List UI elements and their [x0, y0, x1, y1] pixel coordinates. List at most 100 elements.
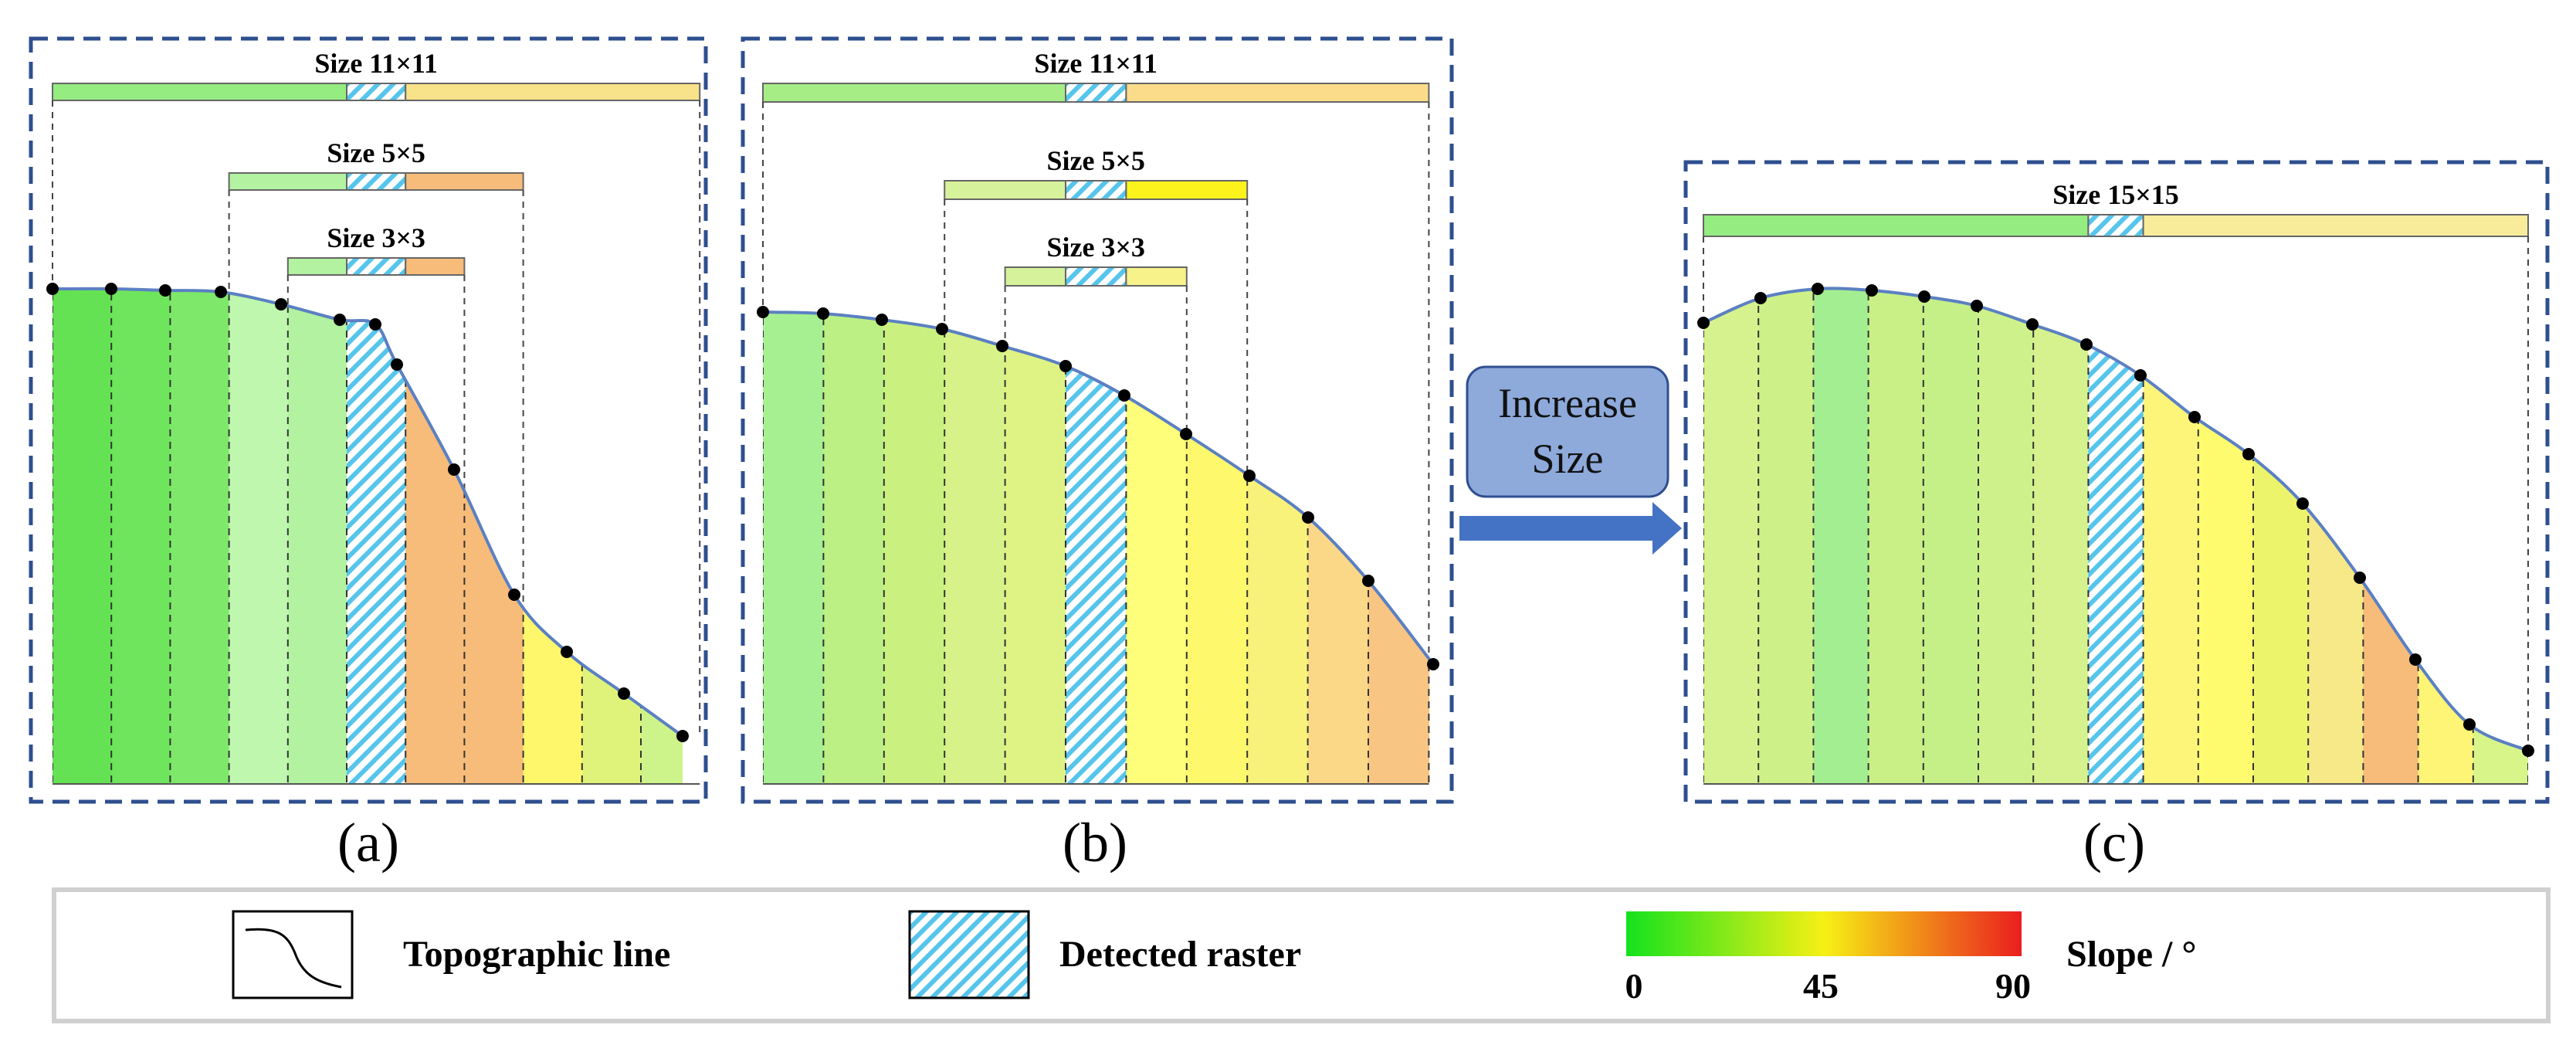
- curve-point: [1866, 284, 1878, 297]
- window-center-cell: [1065, 83, 1127, 103]
- window-bar: Size 11×11: [762, 48, 1430, 659]
- curve-point: [676, 730, 689, 742]
- curve-point: [448, 463, 460, 476]
- increase-size-button: Increase Size: [1466, 365, 1669, 498]
- curve-point: [334, 314, 346, 326]
- slope-column: [53, 288, 112, 784]
- window-right-segment: [2142, 214, 2530, 237]
- panel-frame: [1683, 160, 2550, 804]
- window-center-cell: [1065, 180, 1127, 200]
- window-left-segment: [1004, 266, 1066, 287]
- curve-point: [2188, 411, 2201, 423]
- curve-point: [936, 323, 948, 335]
- terrain-columns: [763, 312, 1429, 784]
- detected-raster-swatch: [908, 910, 1030, 999]
- button-line-2: Size: [1532, 436, 1604, 482]
- topographic-line-label: Topographic line: [403, 934, 670, 975]
- curve-point: [2296, 497, 2309, 510]
- curve-point: [1427, 658, 1439, 670]
- slope-column: [883, 312, 945, 784]
- curve-point: [2463, 718, 2476, 731]
- curve-point: [2522, 745, 2534, 757]
- curve-point: [561, 646, 573, 658]
- curve-point: [275, 298, 287, 310]
- slope-column: [287, 288, 347, 784]
- slope-column: [2308, 288, 2364, 784]
- slope-column: [405, 288, 465, 784]
- curve-point: [1971, 300, 1983, 312]
- slope-column: [1868, 288, 1924, 784]
- slope-column: [1813, 288, 1869, 784]
- slope-column: [1368, 312, 1429, 784]
- slope-column: [170, 288, 230, 784]
- slope-column: [1703, 288, 1759, 784]
- window-bar: Size 15×15: [1703, 179, 2530, 751]
- panel-caption: (b): [1063, 812, 1127, 874]
- topographic-line-swatch: [232, 910, 354, 999]
- curve-point: [996, 340, 1008, 352]
- curve-point: [2026, 318, 2039, 331]
- right-arrow-icon: [1459, 502, 1682, 555]
- slope-column: [944, 312, 1006, 784]
- window-bar: Size 11×11: [52, 48, 701, 736]
- curve-point: [1243, 470, 1256, 482]
- curve-point: [1754, 292, 1767, 304]
- curve-point: [215, 286, 227, 298]
- topographic-line-icon: [245, 928, 342, 989]
- window-bar: Size 5×5: [228, 137, 524, 605]
- slope-column: [1978, 288, 2034, 784]
- window-center-cell: [346, 257, 407, 276]
- slope-label: Slope / °: [2066, 934, 2197, 975]
- slope-column: [523, 288, 583, 784]
- panel-frame: [741, 36, 1454, 804]
- curve-point: [2080, 338, 2093, 351]
- slope-column: [823, 312, 885, 784]
- curve-points: [757, 306, 1439, 670]
- curve-point: [1812, 283, 1824, 295]
- window-size-label: Size 5×5: [327, 137, 425, 168]
- curve-point: [369, 318, 381, 331]
- curve-point: [508, 589, 520, 601]
- slope-column: [1005, 312, 1066, 784]
- slope-column: [1758, 288, 1814, 784]
- slope-column: [1307, 312, 1369, 784]
- curve-point: [46, 283, 59, 295]
- button-line-1: Increase: [1498, 380, 1637, 426]
- window-size-label: Size 11×11: [1034, 48, 1158, 79]
- terrain-columns: [53, 288, 683, 784]
- window-bar: Size 5×5: [944, 145, 1249, 475]
- panel-b: Size 11×11 Size 5×5 Size 3×3 (b): [741, 36, 1454, 874]
- curve-point: [1118, 389, 1130, 402]
- legend: Topographic line Detected raster Slope /…: [52, 887, 2551, 1023]
- button-box: [1466, 365, 1669, 498]
- detected-raster-column: [347, 288, 406, 784]
- slope-column: [2198, 288, 2254, 784]
- slope-column: [1247, 312, 1309, 784]
- window-center-cell: [1065, 266, 1127, 287]
- window-left-segment: [286, 257, 347, 276]
- window-center-cell: [346, 83, 407, 101]
- curve-point: [817, 307, 829, 320]
- window-right-segment: [405, 83, 701, 101]
- curve-point: [1180, 428, 1192, 440]
- slope-column: [229, 288, 289, 784]
- window-size-label: Size 3×3: [1046, 232, 1145, 263]
- detected-raster-column: [2088, 288, 2144, 784]
- slope-column: [763, 312, 824, 784]
- window-center-cell: [346, 172, 407, 191]
- window-center-cell: [2087, 214, 2144, 237]
- terrain-columns: [1703, 288, 2528, 784]
- curve-points: [46, 283, 689, 742]
- legend-box: [52, 887, 2551, 1023]
- curve-point: [159, 284, 171, 297]
- window-right-segment: [405, 172, 524, 191]
- curve-point: [2354, 572, 2366, 584]
- window-left-segment: [762, 83, 1066, 103]
- curve-point: [757, 306, 769, 318]
- slope-column: [641, 288, 683, 784]
- window-bars: Size 11×11 Size 5×5 Size 3×3: [762, 48, 1430, 659]
- slope-column: [1186, 312, 1248, 784]
- detected-raster-label: Detected raster: [1059, 934, 1301, 975]
- slope-gradient-bar: [1626, 911, 2022, 956]
